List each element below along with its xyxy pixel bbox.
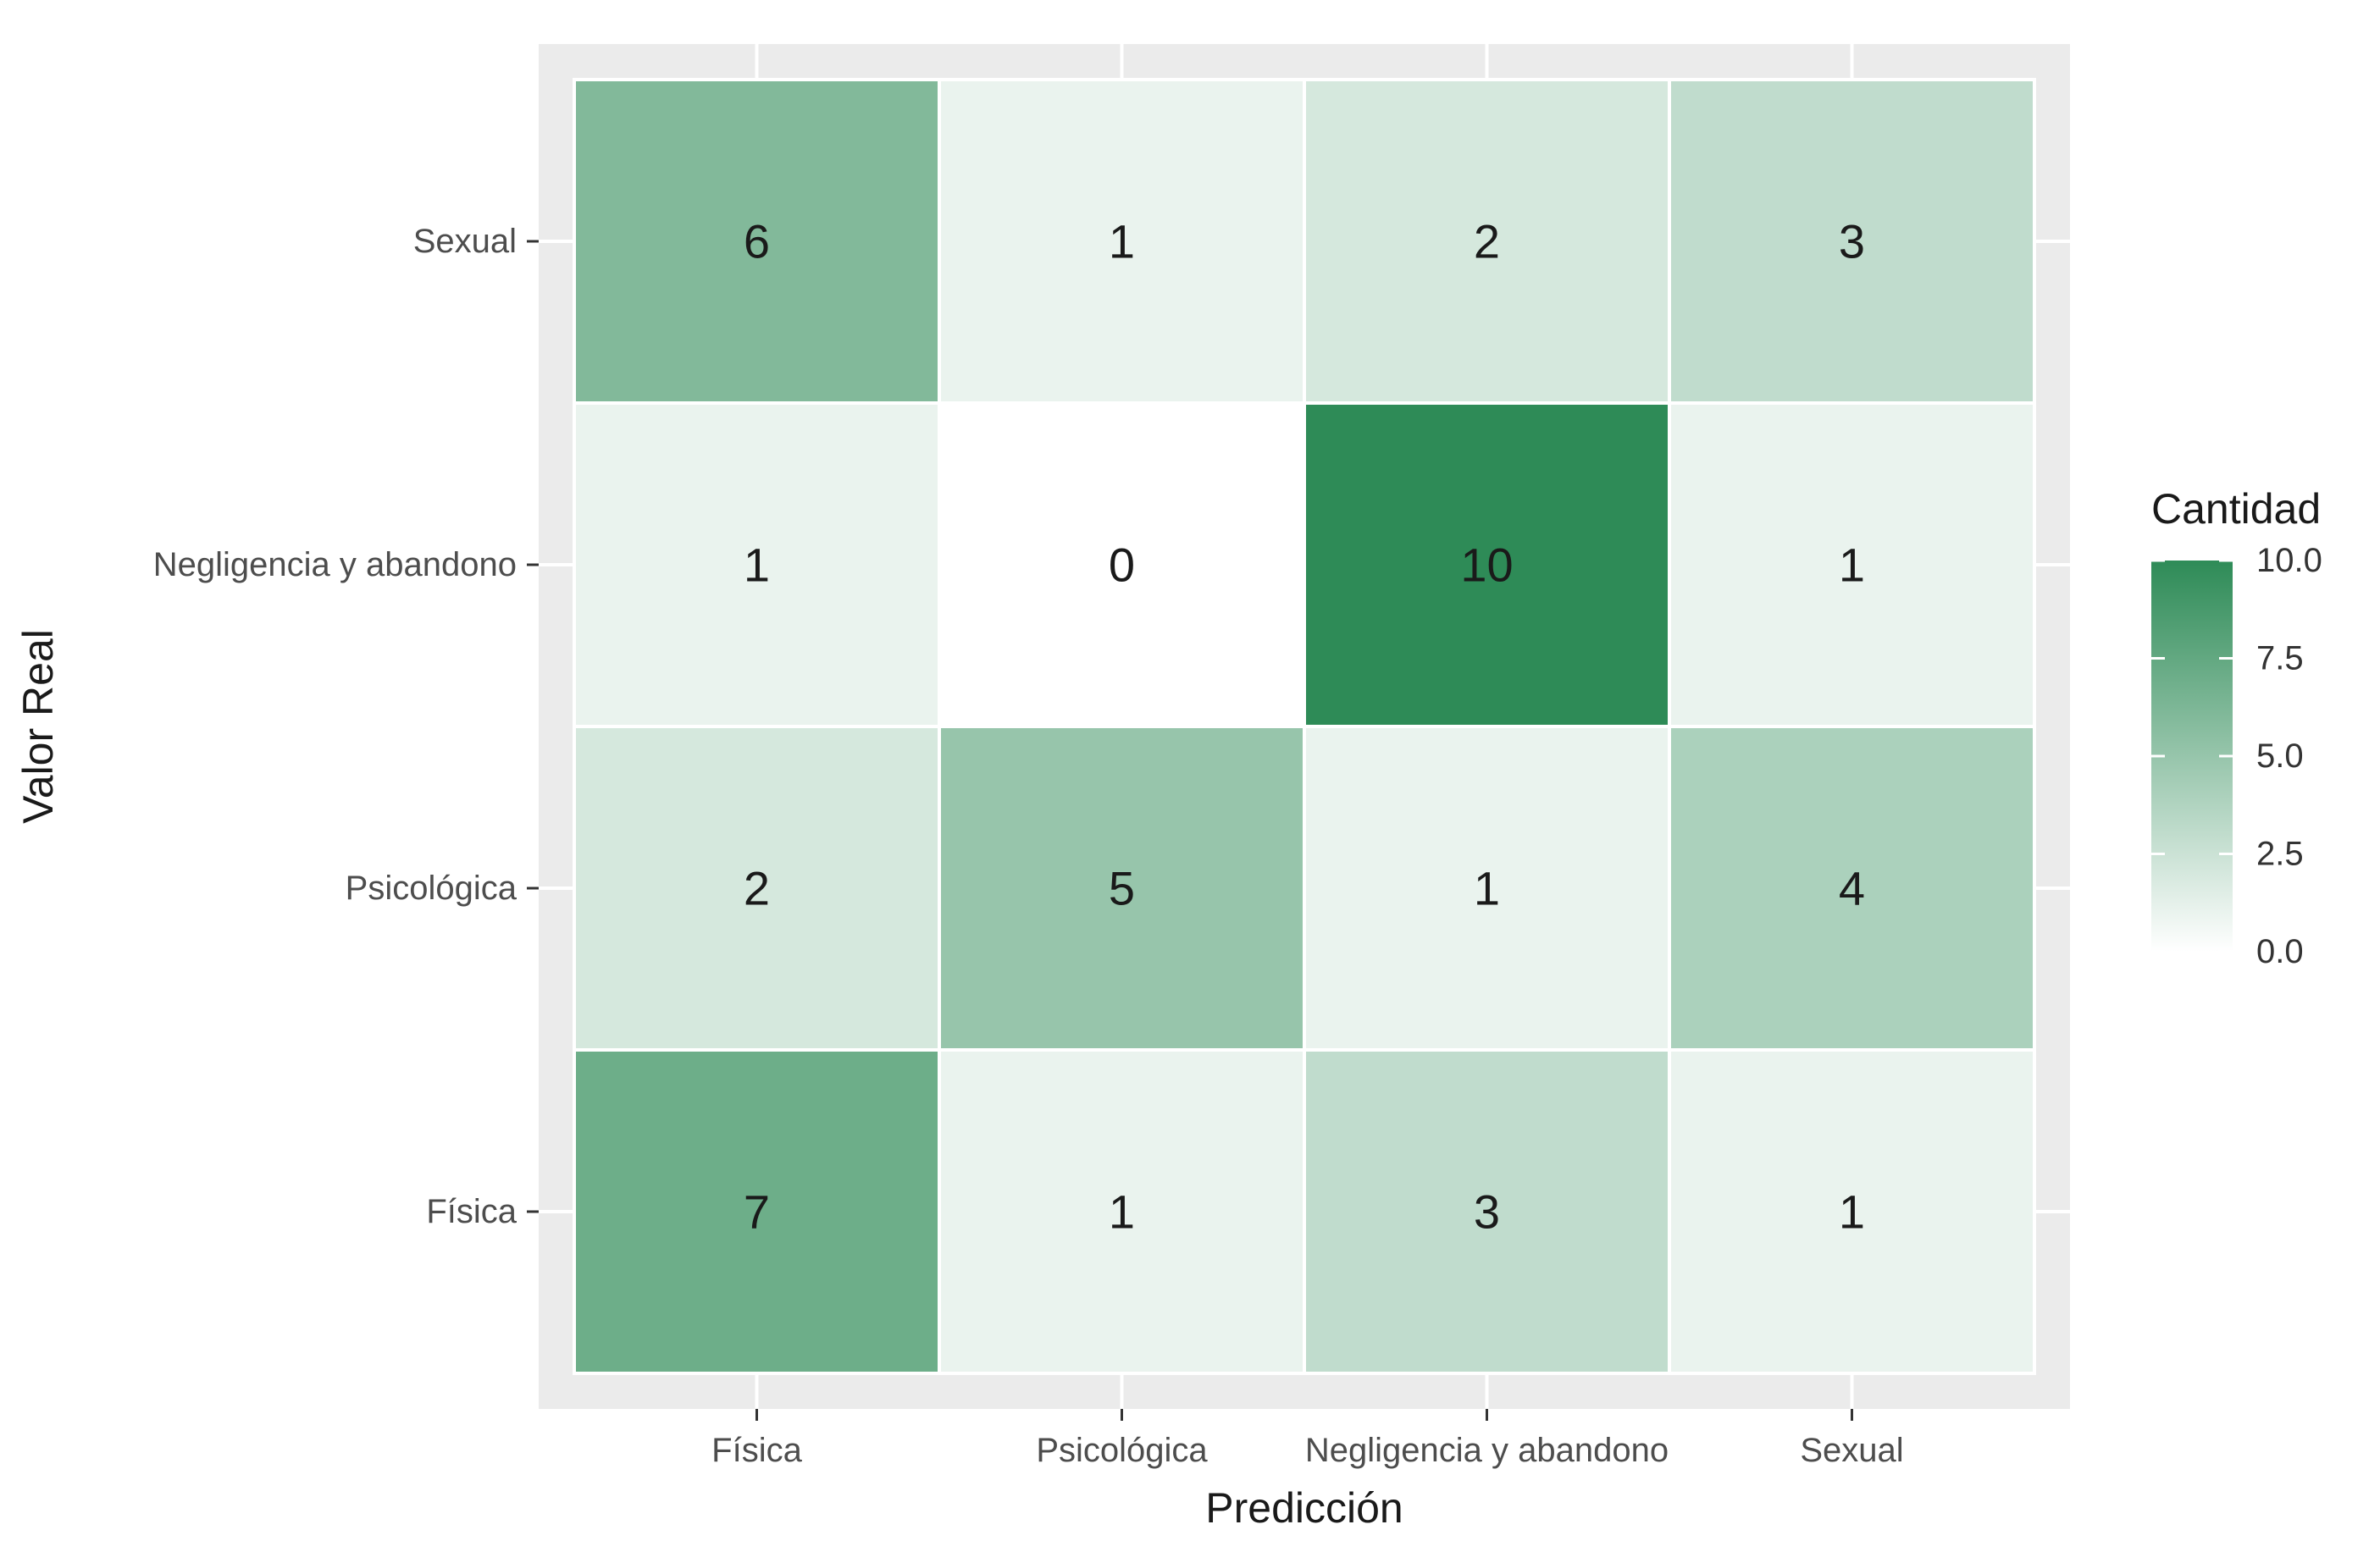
heatmap-cell — [938, 725, 1306, 1052]
cell-value-label: 1 — [1474, 862, 1500, 915]
heatmap-cell — [573, 401, 941, 728]
heatmap-cell — [938, 401, 1306, 728]
heatmap-cell — [938, 78, 1306, 405]
y-axis-tick-label: Física — [426, 1193, 517, 1230]
cell-value-label: 4 — [1839, 862, 1865, 915]
legend-tick-label: 10.0 — [2256, 542, 2322, 579]
legend-tick-label: 7.5 — [2256, 640, 2304, 677]
cell-value-label: 3 — [1474, 1185, 1500, 1239]
x-axis-tick-label: Física — [711, 1432, 802, 1469]
legend-tick-label: 0.0 — [2256, 933, 2304, 970]
cell-value-label: 5 — [1109, 862, 1135, 915]
x-axis-tick-label: Negligencia y abandono — [1305, 1432, 1669, 1469]
cell-value-label: 1 — [1839, 1185, 1865, 1239]
y-axis-tick-label: Negligencia y abandono — [153, 546, 517, 583]
heatmap-cell — [1303, 401, 1671, 728]
cell-value-label: 10 — [1460, 539, 1513, 592]
cell-value-label: 3 — [1839, 215, 1865, 268]
legend: Cantidad 10.0 7.5 5.0 2.5 0.0 — [2151, 485, 2322, 970]
heatmap-cell — [1303, 78, 1671, 405]
heatmap-cell — [1303, 725, 1671, 1052]
heatmap-cell — [938, 1048, 1306, 1375]
cell-value-label: 1 — [1109, 215, 1135, 268]
x-axis-title: Predicción — [1205, 1484, 1403, 1532]
legend-tick-label: 5.0 — [2256, 737, 2304, 775]
y-axis-tick-label: Psicológica — [346, 870, 518, 907]
cell-value-label: 1 — [1839, 539, 1865, 592]
cell-value-label: 6 — [744, 215, 770, 268]
legend-title: Cantidad — [2151, 485, 2321, 533]
legend-ticks: 10.0 7.5 5.0 2.5 0.0 — [2151, 542, 2322, 970]
cell-value-label: 2 — [1474, 215, 1500, 268]
cell-value-label: 2 — [744, 862, 770, 915]
cell-value-label: 1 — [1109, 1185, 1135, 1239]
heatmap-cell — [1303, 1048, 1671, 1375]
legend-tick-label: 2.5 — [2256, 836, 2304, 873]
cell-value-label: 7 — [744, 1185, 770, 1239]
heatmap-cells: 6 1 2 31 0 10 12 5 1 47 1 3 1 — [573, 78, 2036, 1375]
heatmap-cell — [1668, 1048, 2036, 1375]
heatmap-cell — [1668, 78, 2036, 405]
x-axis-tick-label: Sexual — [1800, 1432, 1903, 1469]
x-axis: Física Psicológica Negligencia y abandono S… — [711, 1409, 1904, 1469]
heatmap-cell — [1668, 725, 2036, 1052]
x-axis-tick-label: Psicológica — [1036, 1432, 1208, 1469]
heatmap-cell — [573, 1048, 941, 1375]
y-axis-tick-label: Sexual — [413, 223, 517, 260]
y-axis-title: Valor Real — [14, 629, 62, 824]
cell-value-label: 1 — [744, 539, 770, 592]
heatmap-cell — [573, 725, 941, 1052]
cell-value-label: 0 — [1109, 539, 1135, 592]
heatmap-cell — [573, 78, 941, 405]
heatmap-cell — [1668, 401, 2036, 728]
y-axis: Sexual Negligencia y abandono Psicológica F… — [153, 223, 539, 1230]
